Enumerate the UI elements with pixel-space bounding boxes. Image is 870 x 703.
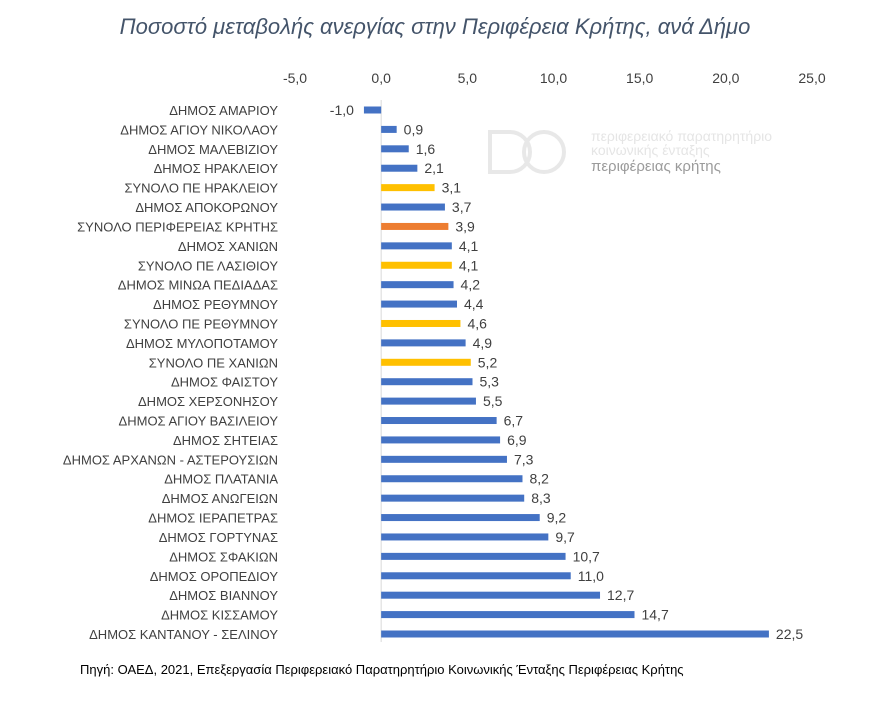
data-label: 4,4 xyxy=(464,296,484,312)
x-tick-label: -5,0 xyxy=(283,70,307,86)
bar xyxy=(381,378,473,386)
data-label: 4,2 xyxy=(461,277,481,293)
category-label: ΣΥΝΟΛΟ ΠΕ ΧΑΝΙΩΝ xyxy=(149,355,278,370)
data-label: 3,7 xyxy=(452,199,472,215)
bar xyxy=(381,339,466,347)
bar xyxy=(381,572,571,580)
x-tick-label: 5,0 xyxy=(458,70,478,86)
category-label: ΔΗΜΟΣ ΜΑΛΕΒΙΖΙΟΥ xyxy=(148,142,278,157)
bar xyxy=(381,552,566,560)
category-label: ΔΗΜΟΣ ΒΙΑΝΝΟΥ xyxy=(169,588,278,603)
bar xyxy=(381,222,449,230)
data-label: 9,7 xyxy=(555,529,575,545)
bar xyxy=(381,417,497,425)
category-label: ΔΗΜΟΣ ΡΕΘΥΜΝΟΥ xyxy=(153,297,278,312)
data-label: 4,1 xyxy=(459,238,479,254)
data-label: -1,0 xyxy=(330,102,354,118)
bar xyxy=(381,281,454,289)
bar xyxy=(381,591,601,599)
data-label: 14,7 xyxy=(641,607,668,623)
source-note: Πηγή: ΟΑΕΔ, 2021, Επεξεργασία Περιφερεια… xyxy=(80,662,684,677)
bar xyxy=(381,125,397,133)
data-label: 7,3 xyxy=(514,451,534,467)
bar xyxy=(381,184,435,192)
bar xyxy=(381,164,418,172)
x-tick-label: 25,0 xyxy=(798,70,825,86)
data-label: 0,9 xyxy=(404,121,424,137)
data-label: 1,6 xyxy=(416,141,436,157)
category-label: ΔΗΜΟΣ ΧΕΡΣΟΝΗΣΟΥ xyxy=(138,394,278,409)
category-label: ΣΥΝΟΛΟ ΠΕ ΗΡΑΚΛΕΙΟΥ xyxy=(124,181,278,196)
data-label: 9,2 xyxy=(547,510,567,526)
bar xyxy=(381,533,549,541)
bar xyxy=(381,455,507,463)
data-label: 5,5 xyxy=(483,393,503,409)
category-label: ΔΗΜΟΣ ΣΗΤΕΙΑΣ xyxy=(173,433,278,448)
category-label: ΔΗΜΟΣ ΑΓΙΟΥ ΒΑΣΙΛΕΙΟΥ xyxy=(119,414,279,429)
category-label: ΔΗΜΟΣ ΣΦΑΚΙΩΝ xyxy=(169,549,278,564)
bar xyxy=(381,436,501,444)
category-label: ΣΥΝΟΛΟ ΠΕΡΙΦΕΡΕΙΑΣ ΚΡΗΤΗΣ xyxy=(77,219,278,234)
data-label: 12,7 xyxy=(607,587,634,603)
bar xyxy=(381,611,635,619)
bar xyxy=(381,475,523,483)
x-tick-label: 20,0 xyxy=(712,70,739,86)
logo-text-line-3: περιφέρειας κρήτης xyxy=(591,158,721,175)
bar xyxy=(363,106,382,114)
category-label: ΔΗΜΟΣ ΚΑΝΤΑΝΟΥ - ΣΕΛΙΝΟΥ xyxy=(89,627,278,642)
category-label: ΔΗΜΟΣ ΑΠΟΚΟΡΩΝΟΥ xyxy=(135,200,278,215)
bar xyxy=(381,494,525,502)
bar xyxy=(381,630,769,638)
category-label: ΔΗΜΟΣ ΙΕΡΑΠΕΤΡΑΣ xyxy=(148,511,278,526)
logo-text-line-2: κοινωνικής ένταξης xyxy=(591,142,710,158)
category-label: ΔΗΜΟΣ ΟΡΟΠΕΔΙΟΥ xyxy=(150,569,279,584)
bar xyxy=(381,261,452,269)
category-label: ΣΥΝΟΛΟ ΠΕ ΛΑΣΙΘΙΟΥ xyxy=(138,258,278,273)
data-label: 2,1 xyxy=(424,160,444,176)
data-label: 22,5 xyxy=(776,626,803,642)
data-label: 3,9 xyxy=(455,218,475,234)
data-label: 4,1 xyxy=(459,257,479,273)
bar xyxy=(381,242,452,250)
logo-text-line-1: περιφερειακό παρατηρητήριο xyxy=(591,128,773,144)
data-label: 4,6 xyxy=(467,315,487,331)
bar xyxy=(381,145,409,153)
x-tick-label: 10,0 xyxy=(540,70,567,86)
category-label: ΔΗΜΟΣ ΑΡΧΑΝΩΝ - ΑΣΤΕΡΟΥΣΙΩΝ xyxy=(63,452,278,467)
data-label: 4,9 xyxy=(473,335,493,351)
category-label: ΔΗΜΟΣ ΦΑΙΣΤΟΥ xyxy=(171,375,278,390)
bar xyxy=(381,397,476,405)
data-label: 6,7 xyxy=(504,413,524,429)
category-label: ΔΗΜΟΣ ΠΛΑΤΑΝΙΑ xyxy=(164,472,278,487)
category-label: ΔΗΜΟΣ ΜΙΝΩΑ ΠΕΔΙΑΔΑΣ xyxy=(118,278,278,293)
bar xyxy=(381,203,445,211)
data-label: 8,2 xyxy=(529,471,549,487)
x-tick-label: 15,0 xyxy=(626,70,653,86)
data-label: 3,1 xyxy=(442,180,462,196)
category-label: ΔΗΜΟΣ ΓΟΡΤΥΝΑΣ xyxy=(159,530,278,545)
category-label: ΔΗΜΟΣ ΚΙΣΣΑΜΟΥ xyxy=(161,608,278,623)
x-tick-label: 0,0 xyxy=(371,70,391,86)
observatory-logo: περιφερειακό παρατηρητήριο κοινωνικής έν… xyxy=(488,128,818,178)
chart-title: Ποσοστό μεταβολής ανεργίας στην Περιφέρε… xyxy=(119,14,751,39)
data-label: 5,3 xyxy=(480,374,500,390)
data-label: 8,3 xyxy=(531,490,551,506)
logo-mark-icon xyxy=(488,130,566,174)
category-label: ΔΗΜΟΣ ΧΑΝΙΩΝ xyxy=(178,239,278,254)
bar xyxy=(381,358,471,366)
category-label: ΔΗΜΟΣ ΑΜΑΡΙΟΥ xyxy=(169,103,278,118)
category-label: ΔΗΜΟΣ ΜΥΛΟΠΟΤΑΜΟΥ xyxy=(126,336,278,351)
data-label: 11,0 xyxy=(578,568,604,584)
data-label: 10,7 xyxy=(573,548,600,564)
bar xyxy=(381,300,457,308)
category-label: ΔΗΜΟΣ ΑΝΩΓΕΙΩΝ xyxy=(162,491,278,506)
bar xyxy=(381,514,540,522)
category-label: ΔΗΜΟΣ ΑΓΙΟΥ ΝΙΚΟΛΑΟΥ xyxy=(120,122,278,137)
category-label: ΣΥΝΟΛΟ ΠΕ ΡΕΘΥΜΝΟΥ xyxy=(124,316,278,331)
data-label: 5,2 xyxy=(478,354,498,370)
category-label: ΔΗΜΟΣ ΗΡΑΚΛΕΙΟΥ xyxy=(154,161,279,176)
bar xyxy=(381,319,461,327)
data-label: 6,9 xyxy=(507,432,527,448)
